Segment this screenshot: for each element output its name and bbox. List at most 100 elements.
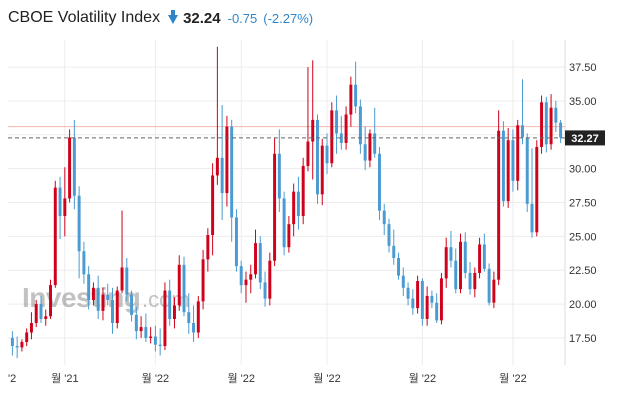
candle-body	[468, 272, 472, 290]
candle-body	[249, 274, 253, 280]
candle-body	[478, 244, 482, 273]
candle-body	[44, 316, 48, 319]
candle-body	[444, 247, 448, 279]
candle-body	[449, 247, 453, 261]
candle-body	[96, 287, 100, 311]
candle-body	[368, 133, 372, 161]
candle-body	[301, 165, 305, 217]
y-tick-label: 25.00	[569, 231, 597, 243]
candle-body	[91, 287, 95, 300]
candle-body	[263, 282, 267, 299]
candle-body	[196, 301, 200, 333]
candle-body	[106, 294, 110, 300]
candle-body	[258, 243, 262, 283]
candle-body	[273, 153, 277, 261]
candle-body	[387, 224, 391, 246]
candle-body	[168, 290, 172, 319]
candle-body	[10, 337, 14, 347]
candle-body	[153, 336, 157, 345]
candle-body	[335, 110, 339, 134]
candle-body	[425, 295, 429, 319]
candle-body	[349, 84, 353, 115]
candle-body	[406, 287, 410, 299]
candle-body	[358, 106, 362, 145]
instrument-title[interactable]: CBOE Volatility Index	[8, 9, 161, 26]
x-tick-label: '2	[8, 373, 16, 385]
candle-body	[234, 217, 238, 267]
candle-body	[29, 323, 33, 333]
candle-body	[492, 279, 496, 303]
y-tick-label: 22.50	[569, 265, 597, 277]
candle-body	[239, 266, 243, 286]
candle-body	[344, 114, 348, 143]
y-tick-label: 30.00	[569, 164, 597, 176]
y-tick-label: 27.50	[569, 198, 597, 210]
candle-body	[25, 332, 29, 342]
candle-body	[149, 336, 153, 338]
candle-body	[63, 198, 67, 217]
candle-body	[463, 241, 467, 273]
candle-body	[39, 304, 43, 319]
candle-body	[187, 312, 191, 324]
y-tick-label: 17.50	[569, 333, 597, 345]
candle-body	[230, 126, 234, 218]
candle-body	[292, 191, 296, 225]
candle-body	[325, 145, 329, 164]
candle-body	[277, 153, 281, 199]
candle-body	[101, 294, 105, 311]
candle-body	[525, 137, 529, 204]
candle-body	[363, 144, 367, 161]
candle-body	[535, 146, 539, 233]
grid-lines	[8, 40, 566, 365]
y-tick-label: 37.50	[569, 62, 597, 74]
candle-body	[120, 267, 124, 291]
candle-body	[111, 300, 114, 324]
candle-body	[377, 153, 381, 211]
candle-body	[201, 259, 205, 302]
candle-body	[516, 125, 520, 181]
x-tick-label: 월 '22	[227, 372, 255, 385]
candle-body	[115, 290, 119, 324]
candle-body	[540, 102, 544, 147]
candle-body	[354, 84, 358, 107]
price-change: -0.75	[227, 10, 258, 26]
candle-body	[215, 157, 219, 176]
candle-body	[192, 323, 196, 333]
arrow-down-icon	[168, 9, 179, 24]
candle-body	[282, 198, 286, 248]
candle-body	[125, 267, 129, 295]
y-tick-label: 20.00	[569, 299, 597, 311]
candle-body	[211, 175, 215, 235]
candle-body	[416, 281, 420, 309]
candle-body	[172, 305, 176, 319]
candle-body	[401, 275, 405, 288]
candle-body	[544, 102, 548, 145]
candle-body	[530, 203, 534, 233]
candle-body	[430, 295, 434, 303]
x-axis: '2 월 '21 월 '22 월 '22 월 '22 월 '22 월 '22	[8, 372, 527, 385]
candle-body	[158, 344, 162, 347]
candle-body	[53, 187, 57, 286]
candle-body	[49, 285, 52, 317]
candle-body	[77, 195, 81, 252]
candle-body	[316, 119, 319, 195]
candle-body	[182, 264, 186, 313]
candle-body	[82, 251, 86, 275]
candle-body	[306, 141, 310, 166]
candle-body	[501, 130, 505, 202]
candle-body	[339, 133, 343, 143]
x-tick-label: 월 '22	[499, 372, 527, 385]
candle-body	[554, 107, 558, 123]
price-change-percent: (-2.27%)	[263, 10, 314, 26]
candle-body	[506, 140, 510, 202]
candle-body	[435, 302, 439, 321]
candle-body	[459, 241, 462, 290]
x-tick-label: 월 '22	[313, 372, 341, 385]
candle-body	[244, 279, 248, 286]
candle-body	[521, 125, 524, 138]
x-tick-label: 월 '22	[142, 372, 170, 385]
candle-body	[163, 290, 167, 347]
current-price: 32.24	[183, 9, 221, 27]
candle-body	[177, 264, 181, 306]
